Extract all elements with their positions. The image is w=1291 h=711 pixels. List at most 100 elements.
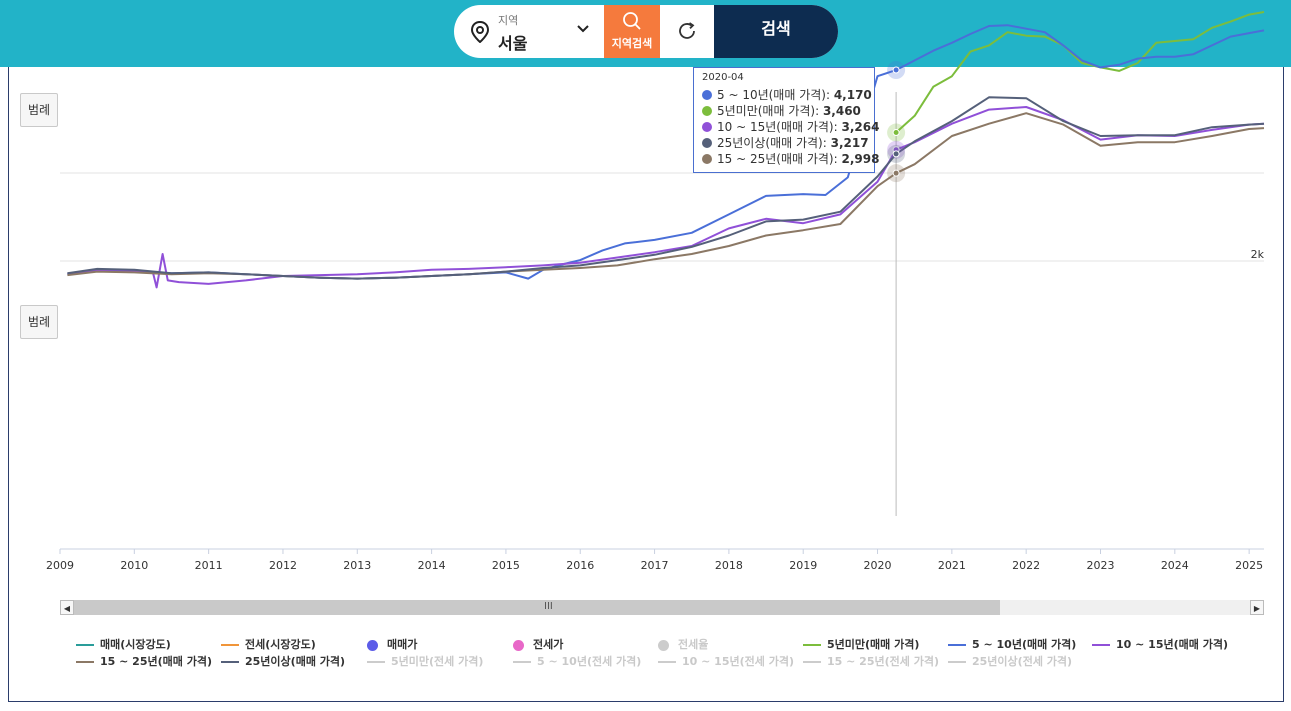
x-tick-label: 2011: [195, 559, 223, 572]
series-dot-icon: [702, 122, 712, 132]
legend-item[interactable]: 전세율: [658, 636, 708, 652]
tooltip-label: 25년이상(매매 가격):: [717, 136, 831, 150]
legend-item[interactable]: 전세가: [513, 636, 563, 652]
legend-line-icon: [803, 661, 821, 663]
tooltip-value: 3,217: [830, 136, 869, 150]
chart-panel: [8, 67, 1284, 702]
legend-item[interactable]: 5 ~ 10년(전세 가격): [513, 653, 641, 669]
region-search-label: 지역검색: [611, 37, 653, 50]
tooltip-row: 10 ~ 15년(매매 가격): 3,264: [702, 118, 879, 135]
legend-item[interactable]: 전세(시장강도): [221, 636, 316, 652]
legend-item[interactable]: 15 ~ 25년(전세 가격): [803, 653, 939, 669]
legend-line-icon: [76, 644, 94, 646]
series-line: [67, 96, 1265, 280]
series-dot-icon: [702, 154, 712, 164]
legend-toggle-button-top[interactable]: 범례: [20, 93, 58, 127]
region-label: 지역: [498, 14, 519, 27]
x-tick-label: 2017: [641, 559, 669, 572]
legend-line-icon: [948, 644, 966, 646]
legend-label: 15 ~ 25년(매매 가격): [100, 655, 212, 668]
series-line: [895, 11, 1265, 134]
series-line: [67, 112, 1265, 280]
legend-label: 5년미만(전세 가격): [391, 655, 484, 668]
reset-button[interactable]: [660, 5, 714, 58]
legend-item[interactable]: 25년이상(전세 가격): [948, 653, 1072, 669]
tooltip-value: 3,264: [841, 120, 880, 134]
legend-dot-icon: [367, 639, 378, 651]
chart-scrollbar[interactable]: ◀ III ▶: [60, 600, 1264, 615]
x-tick-label: 2025: [1235, 559, 1263, 572]
legend-label: 전세가: [533, 638, 564, 651]
legend-line-icon: [76, 661, 94, 663]
scroll-right-arrow-icon[interactable]: ▶: [1250, 600, 1264, 615]
tooltip-label: 10 ~ 15년(매매 가격):: [717, 120, 842, 134]
legend-dot-icon: [658, 639, 669, 651]
legend-label: 25년이상(매매 가격): [245, 655, 346, 668]
legend-dot-icon: [513, 639, 524, 651]
y-tick-label: 2k: [1251, 248, 1265, 261]
grip-icon: III: [544, 601, 553, 612]
region-search-button[interactable]: 지역검색: [604, 5, 660, 58]
tooltip-row: 5 ~ 10년(매매 가격): 4,170: [702, 86, 872, 103]
region-select[interactable]: 지역 서울: [454, 5, 604, 58]
x-tick-label: 2019: [789, 559, 817, 572]
legend-toggle-button-bottom[interactable]: 범례: [20, 305, 58, 339]
top-search-bar: 지역 서울 지역검색 검색: [0, 0, 1291, 67]
hover-point: [892, 169, 900, 177]
legend-line-icon: [658, 661, 676, 663]
chevron-down-icon[interactable]: [576, 24, 590, 34]
search-button[interactable]: 검색: [714, 5, 838, 58]
legend-line-icon: [803, 644, 821, 646]
legend-label: 15 ~ 25년(전세 가격): [827, 655, 939, 668]
legend-item[interactable]: 15 ~ 25년(매매 가격): [76, 653, 212, 669]
legend-item[interactable]: 5년미만(매매 가격): [803, 636, 919, 652]
x-tick-label: 2023: [1086, 559, 1114, 572]
legend-label: 10 ~ 15년(전세 가격): [682, 655, 794, 668]
x-tick-label: 2015: [492, 559, 520, 572]
legend-item[interactable]: 25년이상(매매 가격): [221, 653, 345, 669]
x-tick-label: 2022: [1012, 559, 1040, 572]
legend-line-icon: [221, 644, 239, 646]
x-tick-label: 2018: [715, 559, 743, 572]
hover-point: [892, 66, 900, 74]
legend-line-icon: [221, 661, 239, 663]
legend-item[interactable]: 5년미만(전세 가격): [367, 653, 483, 669]
legend-label: 매매(시장강도): [100, 638, 171, 651]
legend-label: 5 ~ 10년(전세 가격): [537, 655, 642, 668]
tooltip-value: 2,998: [841, 152, 880, 166]
x-tick-label: 2021: [938, 559, 966, 572]
x-tick-label: 2024: [1161, 559, 1189, 572]
legend-label: 25년이상(전세 가격): [972, 655, 1073, 668]
legend-item[interactable]: 매매(시장강도): [76, 636, 171, 652]
tooltip-label: 5년미만(매매 가격):: [717, 104, 823, 118]
x-tick-label: 2010: [120, 559, 148, 572]
series-dot-icon: [702, 138, 712, 148]
scrollbar-thumb[interactable]: III: [74, 600, 1000, 615]
legend-label: 5년미만(매매 가격): [827, 638, 920, 651]
legend-label: 전세(시장강도): [245, 638, 316, 651]
tooltip-date: 2020-04: [702, 72, 744, 83]
legend-label: 10 ~ 15년(매매 가격): [1116, 638, 1228, 651]
hover-point: [892, 129, 900, 137]
x-tick-label: 2013: [343, 559, 371, 572]
legend-item[interactable]: 매매가: [367, 636, 417, 652]
legend-item[interactable]: 10 ~ 15년(매매 가격): [1092, 636, 1228, 652]
legend-label: 매매가: [387, 638, 418, 651]
x-tick-label: 2012: [269, 559, 297, 572]
tooltip-label: 5 ~ 10년(매매 가격):: [717, 88, 834, 102]
search-box: 지역 서울 지역검색 검색: [454, 5, 838, 58]
legend-line-icon: [948, 661, 966, 663]
x-tick-label: 2020: [864, 559, 892, 572]
legend-label: 전세율: [678, 638, 709, 651]
refresh-icon: [679, 22, 695, 39]
chart-tooltip: 2020-04 5 ~ 10년(매매 가격): 4,170 5년미만(매매 가격)…: [693, 67, 879, 173]
series-dot-icon: [702, 106, 712, 116]
scroll-left-arrow-icon[interactable]: ◀: [60, 600, 74, 615]
legend-line-icon: [1092, 644, 1110, 646]
series-line: [67, 106, 1265, 289]
x-tick-label: 2009: [46, 559, 74, 572]
legend-item[interactable]: 10 ~ 15년(전세 가격): [658, 653, 794, 669]
x-tick-label: 2014: [418, 559, 446, 572]
legend-item[interactable]: 5 ~ 10년(매매 가격): [948, 636, 1076, 652]
